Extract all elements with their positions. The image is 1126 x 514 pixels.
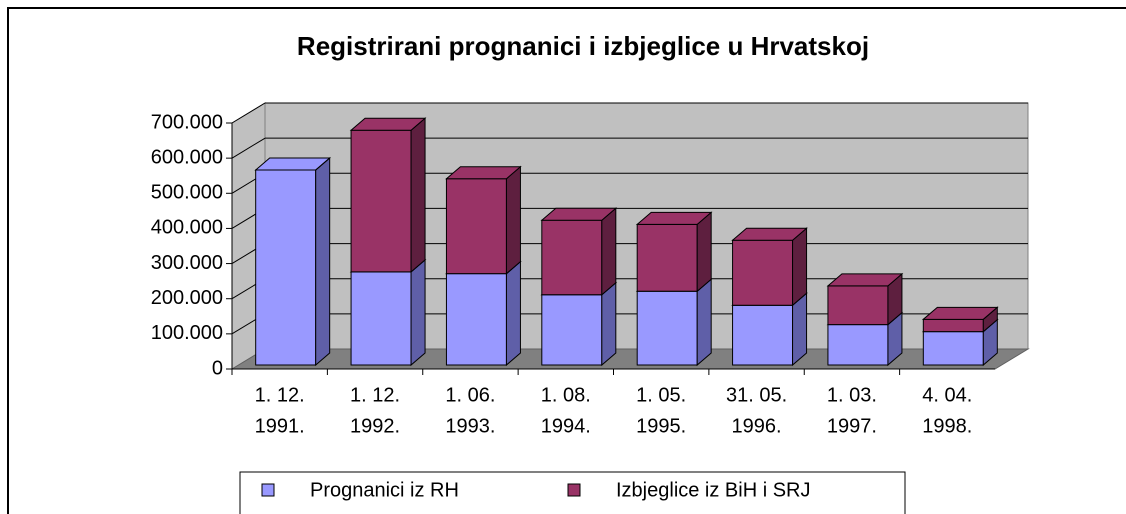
legend-swatch <box>261 483 275 497</box>
bar <box>255 169 317 366</box>
bar <box>922 318 984 333</box>
x-tick-label: 1. 12. <box>255 384 305 406</box>
chart-title: Registrirani prognanici i izbjeglice u H… <box>297 31 869 61</box>
bar <box>636 290 698 366</box>
legend-swatch <box>567 483 581 497</box>
grid-line <box>231 137 266 159</box>
bar-side <box>410 258 426 367</box>
x-tick-label: 4. 04. <box>922 384 972 406</box>
bar-top <box>635 211 713 225</box>
bar <box>732 239 794 306</box>
y-tick-label: 200.000 <box>151 287 223 309</box>
y-tick-label: 700.000 <box>151 111 223 133</box>
x-tick-label: 1998. <box>922 415 972 437</box>
bar <box>922 331 984 366</box>
bar-side <box>505 260 521 367</box>
y-tick-label: 0 <box>212 357 223 379</box>
bar <box>350 271 412 366</box>
bar-side <box>792 227 808 307</box>
bar <box>827 324 889 366</box>
x-tick-label: 1991. <box>255 415 305 437</box>
y-tick-label: 100.000 <box>151 322 223 344</box>
x-tick-label: 1997. <box>827 415 877 437</box>
x-tick-label: 1. 12. <box>350 384 400 406</box>
bar-side <box>601 281 617 367</box>
x-tick-label: 1996. <box>732 415 782 437</box>
bar-top <box>540 207 618 221</box>
bar <box>541 219 603 296</box>
y-tick-label: 500.000 <box>151 182 223 204</box>
legend-label: Prognanici iz RH <box>310 479 459 501</box>
grid-line <box>231 102 266 124</box>
bar-top <box>731 227 808 241</box>
legend-label: Izbjeglice iz BiH i SRJ <box>616 479 811 501</box>
y-tick-label: 600.000 <box>151 146 223 168</box>
y-tick-label: 300.000 <box>151 252 223 274</box>
x-tick-label: 1. 08. <box>541 384 591 406</box>
x-tick-label: 1993. <box>445 415 495 437</box>
bar <box>827 285 889 326</box>
bar-top <box>921 306 999 320</box>
bar-side <box>410 117 426 273</box>
bar-side <box>696 211 712 293</box>
x-tick-label: 1992. <box>350 415 400 437</box>
bar-top <box>349 117 427 131</box>
x-tick-label: 31. 05. <box>726 384 787 406</box>
bar <box>445 273 507 366</box>
y-tick-label: 400.000 <box>151 217 223 239</box>
bar <box>732 304 794 366</box>
bar-top <box>826 273 904 287</box>
bar <box>350 129 412 273</box>
x-tick-label: 1995. <box>636 415 686 437</box>
bar-side <box>315 157 331 171</box>
x-tick-label: 1. 06. <box>445 384 495 406</box>
bar <box>541 294 603 366</box>
bar-side <box>696 278 712 367</box>
x-tick-label: 1. 03. <box>827 384 877 406</box>
bar-side <box>315 156 331 367</box>
bar-side <box>601 207 617 296</box>
bar <box>636 223 698 292</box>
x-tick-label: 1. 05. <box>636 384 686 406</box>
bar-side <box>505 165 521 275</box>
bar-top <box>445 166 522 180</box>
x-tick-label: 1994. <box>541 415 591 437</box>
bar <box>445 178 507 275</box>
